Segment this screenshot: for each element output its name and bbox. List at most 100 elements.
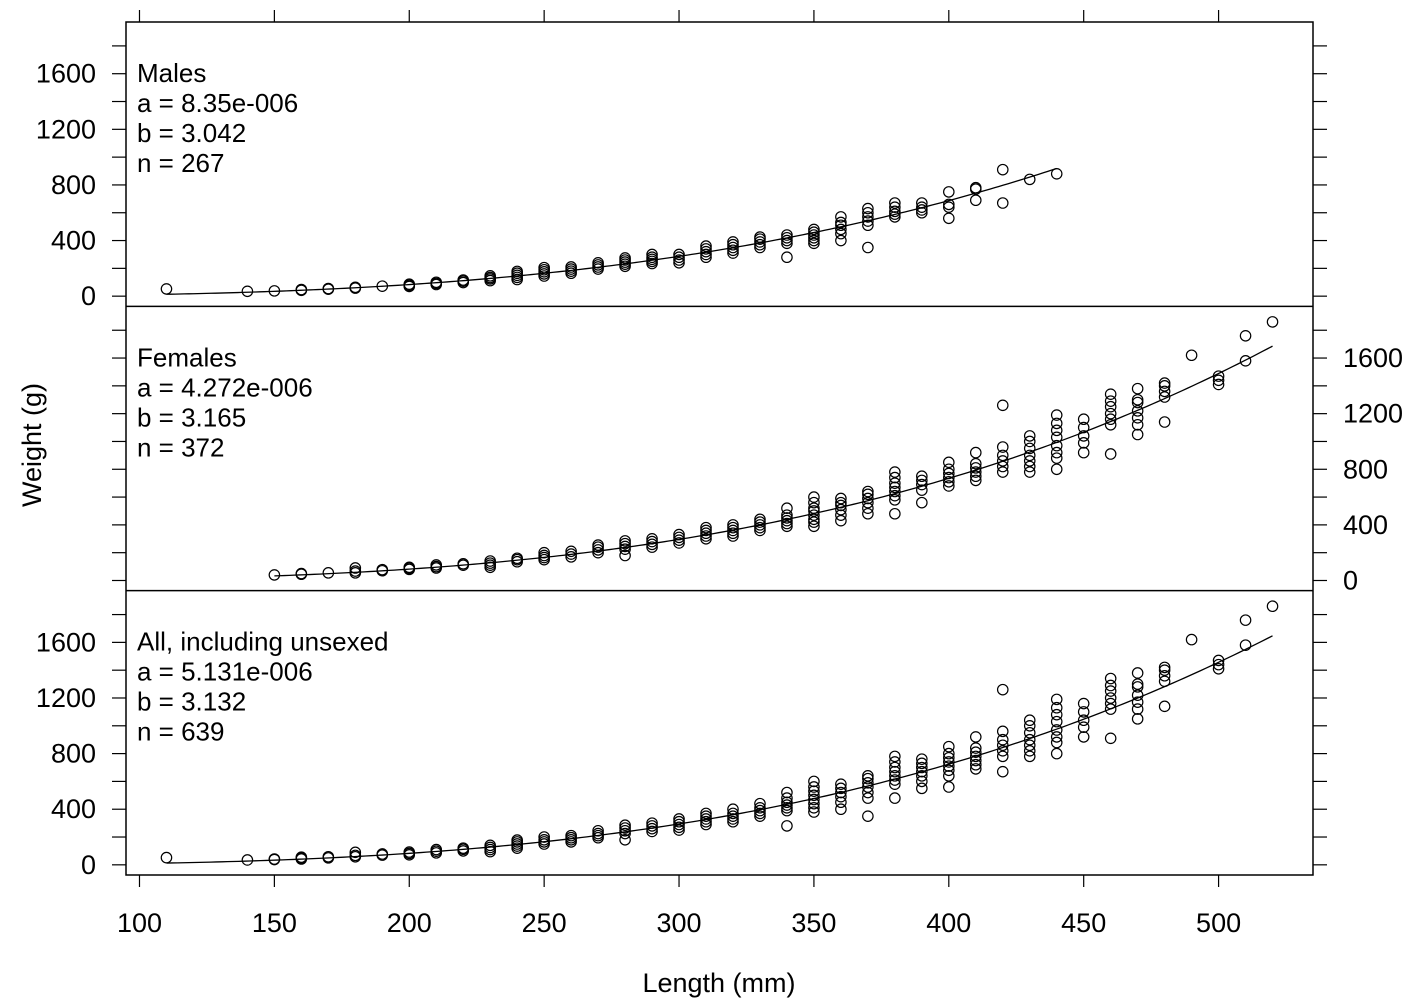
data-point — [619, 822, 631, 834]
data-point — [700, 807, 712, 820]
data-point — [511, 265, 523, 278]
fit-curve — [166, 167, 1057, 295]
panel-stat: b = 3.165 — [137, 402, 246, 432]
data-point — [996, 466, 1009, 478]
fit-curve — [166, 635, 1273, 864]
data-point — [889, 211, 901, 223]
data-point — [619, 535, 631, 547]
panel-stat: b = 3.132 — [137, 687, 246, 717]
data-point — [1050, 446, 1063, 459]
data-point — [1023, 430, 1036, 442]
data-point — [996, 745, 1009, 757]
data-point — [862, 502, 874, 514]
data-point — [781, 514, 793, 527]
data-point — [565, 551, 577, 563]
data-point — [430, 843, 443, 856]
data-point — [943, 467, 955, 480]
data-point — [996, 739, 1009, 752]
data-point — [1158, 377, 1171, 389]
data-point — [727, 238, 739, 251]
data-point — [943, 201, 955, 213]
data-point — [457, 274, 470, 286]
data-point — [160, 851, 173, 864]
panel-stat: a = 8.35e-006 — [137, 88, 298, 118]
data-point — [808, 793, 820, 806]
data-point — [511, 834, 523, 846]
data-point — [808, 496, 820, 509]
data-point — [1131, 696, 1144, 708]
data-point — [1131, 405, 1144, 417]
data-point — [862, 492, 874, 505]
data-point — [889, 485, 901, 498]
data-point — [754, 802, 766, 814]
data-point — [619, 824, 631, 837]
data-point — [996, 455, 1009, 467]
data-point — [673, 818, 685, 831]
data-point — [862, 219, 874, 232]
data-point — [808, 505, 820, 517]
y-tick-label: 1200 — [1343, 399, 1403, 429]
y-tick-label: 800 — [51, 170, 96, 200]
data-point — [808, 226, 820, 239]
data-point — [835, 796, 847, 809]
data-point — [754, 804, 766, 817]
data-point — [1131, 678, 1144, 690]
data-point — [835, 778, 847, 790]
data-point — [1212, 658, 1225, 671]
data-point — [700, 524, 712, 537]
data-point — [700, 251, 712, 264]
data-point — [727, 241, 739, 254]
data-point — [727, 521, 739, 534]
data-point — [835, 223, 847, 236]
data-point — [862, 485, 874, 498]
data-point — [862, 206, 874, 219]
data-point — [808, 231, 820, 244]
data-point — [808, 234, 820, 247]
panel-stat: n = 639 — [137, 717, 224, 747]
data-point — [673, 821, 685, 834]
data-point — [1077, 697, 1090, 710]
data-point — [1077, 421, 1090, 434]
data-point — [646, 535, 658, 548]
data-point — [1077, 437, 1090, 449]
data-point — [996, 765, 1009, 778]
data-point — [781, 786, 793, 799]
data-point — [673, 528, 685, 541]
data-point — [754, 524, 766, 537]
data-point — [996, 683, 1009, 696]
y-tick-label: 400 — [51, 226, 96, 256]
data-point — [1158, 664, 1171, 676]
data-point — [1131, 412, 1144, 424]
data-point — [943, 186, 955, 198]
data-point — [1131, 703, 1144, 715]
x-tick-label: 400 — [926, 908, 971, 938]
data-point — [889, 774, 901, 786]
y-tick-label: 0 — [81, 850, 96, 880]
data-point — [376, 280, 389, 292]
data-point — [835, 499, 847, 512]
data-point — [727, 519, 739, 531]
data-point — [1023, 460, 1036, 473]
data-point — [1077, 706, 1090, 718]
data-point — [727, 527, 739, 540]
data-point — [754, 519, 766, 531]
data-point — [1266, 316, 1279, 328]
data-point — [808, 509, 820, 521]
data-point — [1023, 442, 1036, 455]
data-point — [996, 733, 1009, 746]
data-point — [889, 208, 901, 220]
y-tick-label: 1200 — [36, 114, 96, 144]
data-point — [808, 789, 820, 802]
data-point — [969, 758, 982, 771]
data-point — [862, 202, 874, 215]
data-point — [1158, 416, 1171, 428]
data-point — [781, 237, 793, 250]
data-point — [943, 471, 955, 484]
data-point — [916, 470, 928, 483]
data-point — [619, 537, 631, 550]
data-point — [781, 234, 793, 247]
panel-title: Males — [137, 58, 206, 88]
data-point — [781, 251, 793, 264]
data-point — [943, 770, 955, 782]
data-point — [889, 770, 901, 782]
